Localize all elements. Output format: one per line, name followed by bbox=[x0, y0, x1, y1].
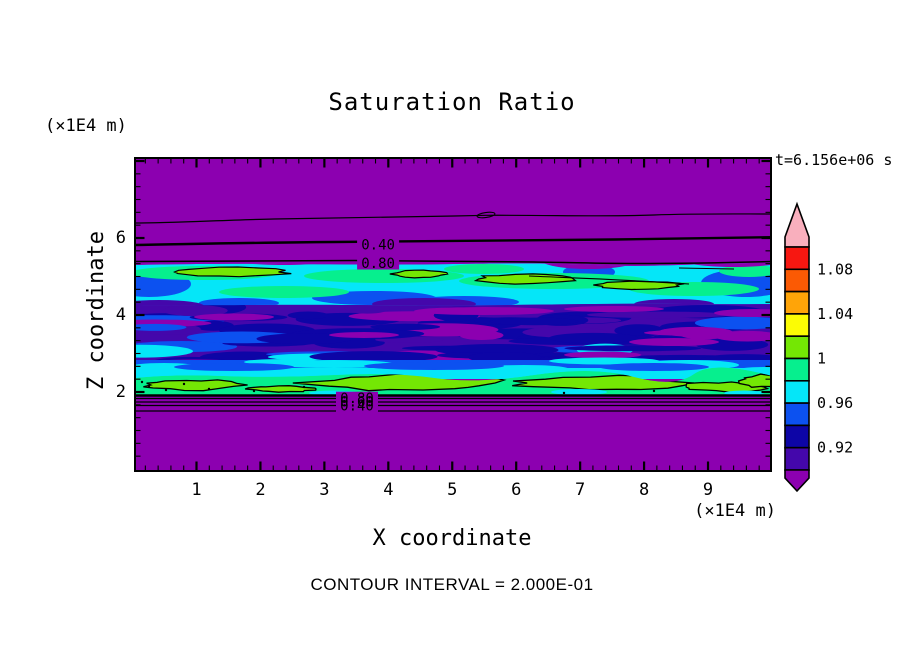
x-tick-label: 5 bbox=[447, 480, 458, 500]
contour-interval-note: CONTOUR INTERVAL = 2.000E-01 bbox=[310, 575, 594, 594]
contour-plot-canvas: 0.400.800.800.600.40 bbox=[134, 157, 772, 472]
z-tick-label: 6 bbox=[115, 228, 126, 248]
x-tick-label: 2 bbox=[255, 480, 266, 500]
x-tick-label: 8 bbox=[638, 480, 650, 500]
x-tick-label: 4 bbox=[383, 480, 394, 500]
x-tick-label: 6 bbox=[511, 480, 522, 500]
svg-text:0.40: 0.40 bbox=[340, 398, 374, 414]
x-tick-label: 9 bbox=[702, 480, 714, 500]
svg-text:0.80: 0.80 bbox=[340, 391, 374, 407]
z-tick-label: 2 bbox=[115, 382, 126, 402]
colorbar-tick-label: 1.08 bbox=[817, 260, 853, 278]
colorbar: 1.08 1.04 1 0.96 0.92 bbox=[784, 201, 853, 493]
colorbar-tick-label: 0.96 bbox=[817, 394, 853, 412]
svg-text:0.60: 0.60 bbox=[340, 394, 374, 410]
colorbar-tick-label: 0.92 bbox=[817, 439, 853, 457]
x-axis-unit-label: (×1E4 m) bbox=[694, 501, 776, 521]
x-tick-label: 7 bbox=[575, 480, 586, 500]
z-tick-label: 4 bbox=[115, 305, 126, 325]
x-axis-title: X coordinate bbox=[372, 526, 532, 551]
time-annotation: t=6.156e+06 s bbox=[775, 151, 893, 169]
svg-text:0.40: 0.40 bbox=[361, 238, 395, 254]
z-axis-unit-label: (×1E4 m) bbox=[45, 116, 127, 136]
svg-text:0.80: 0.80 bbox=[361, 256, 395, 272]
x-tick-label: 1 bbox=[191, 480, 202, 500]
x-tick-label: 3 bbox=[319, 480, 330, 500]
colorbar-tick-label: 1 bbox=[817, 350, 826, 368]
colorbar-tick-label: 1.04 bbox=[817, 305, 853, 323]
chart-title: Saturation Ratio bbox=[328, 88, 576, 116]
